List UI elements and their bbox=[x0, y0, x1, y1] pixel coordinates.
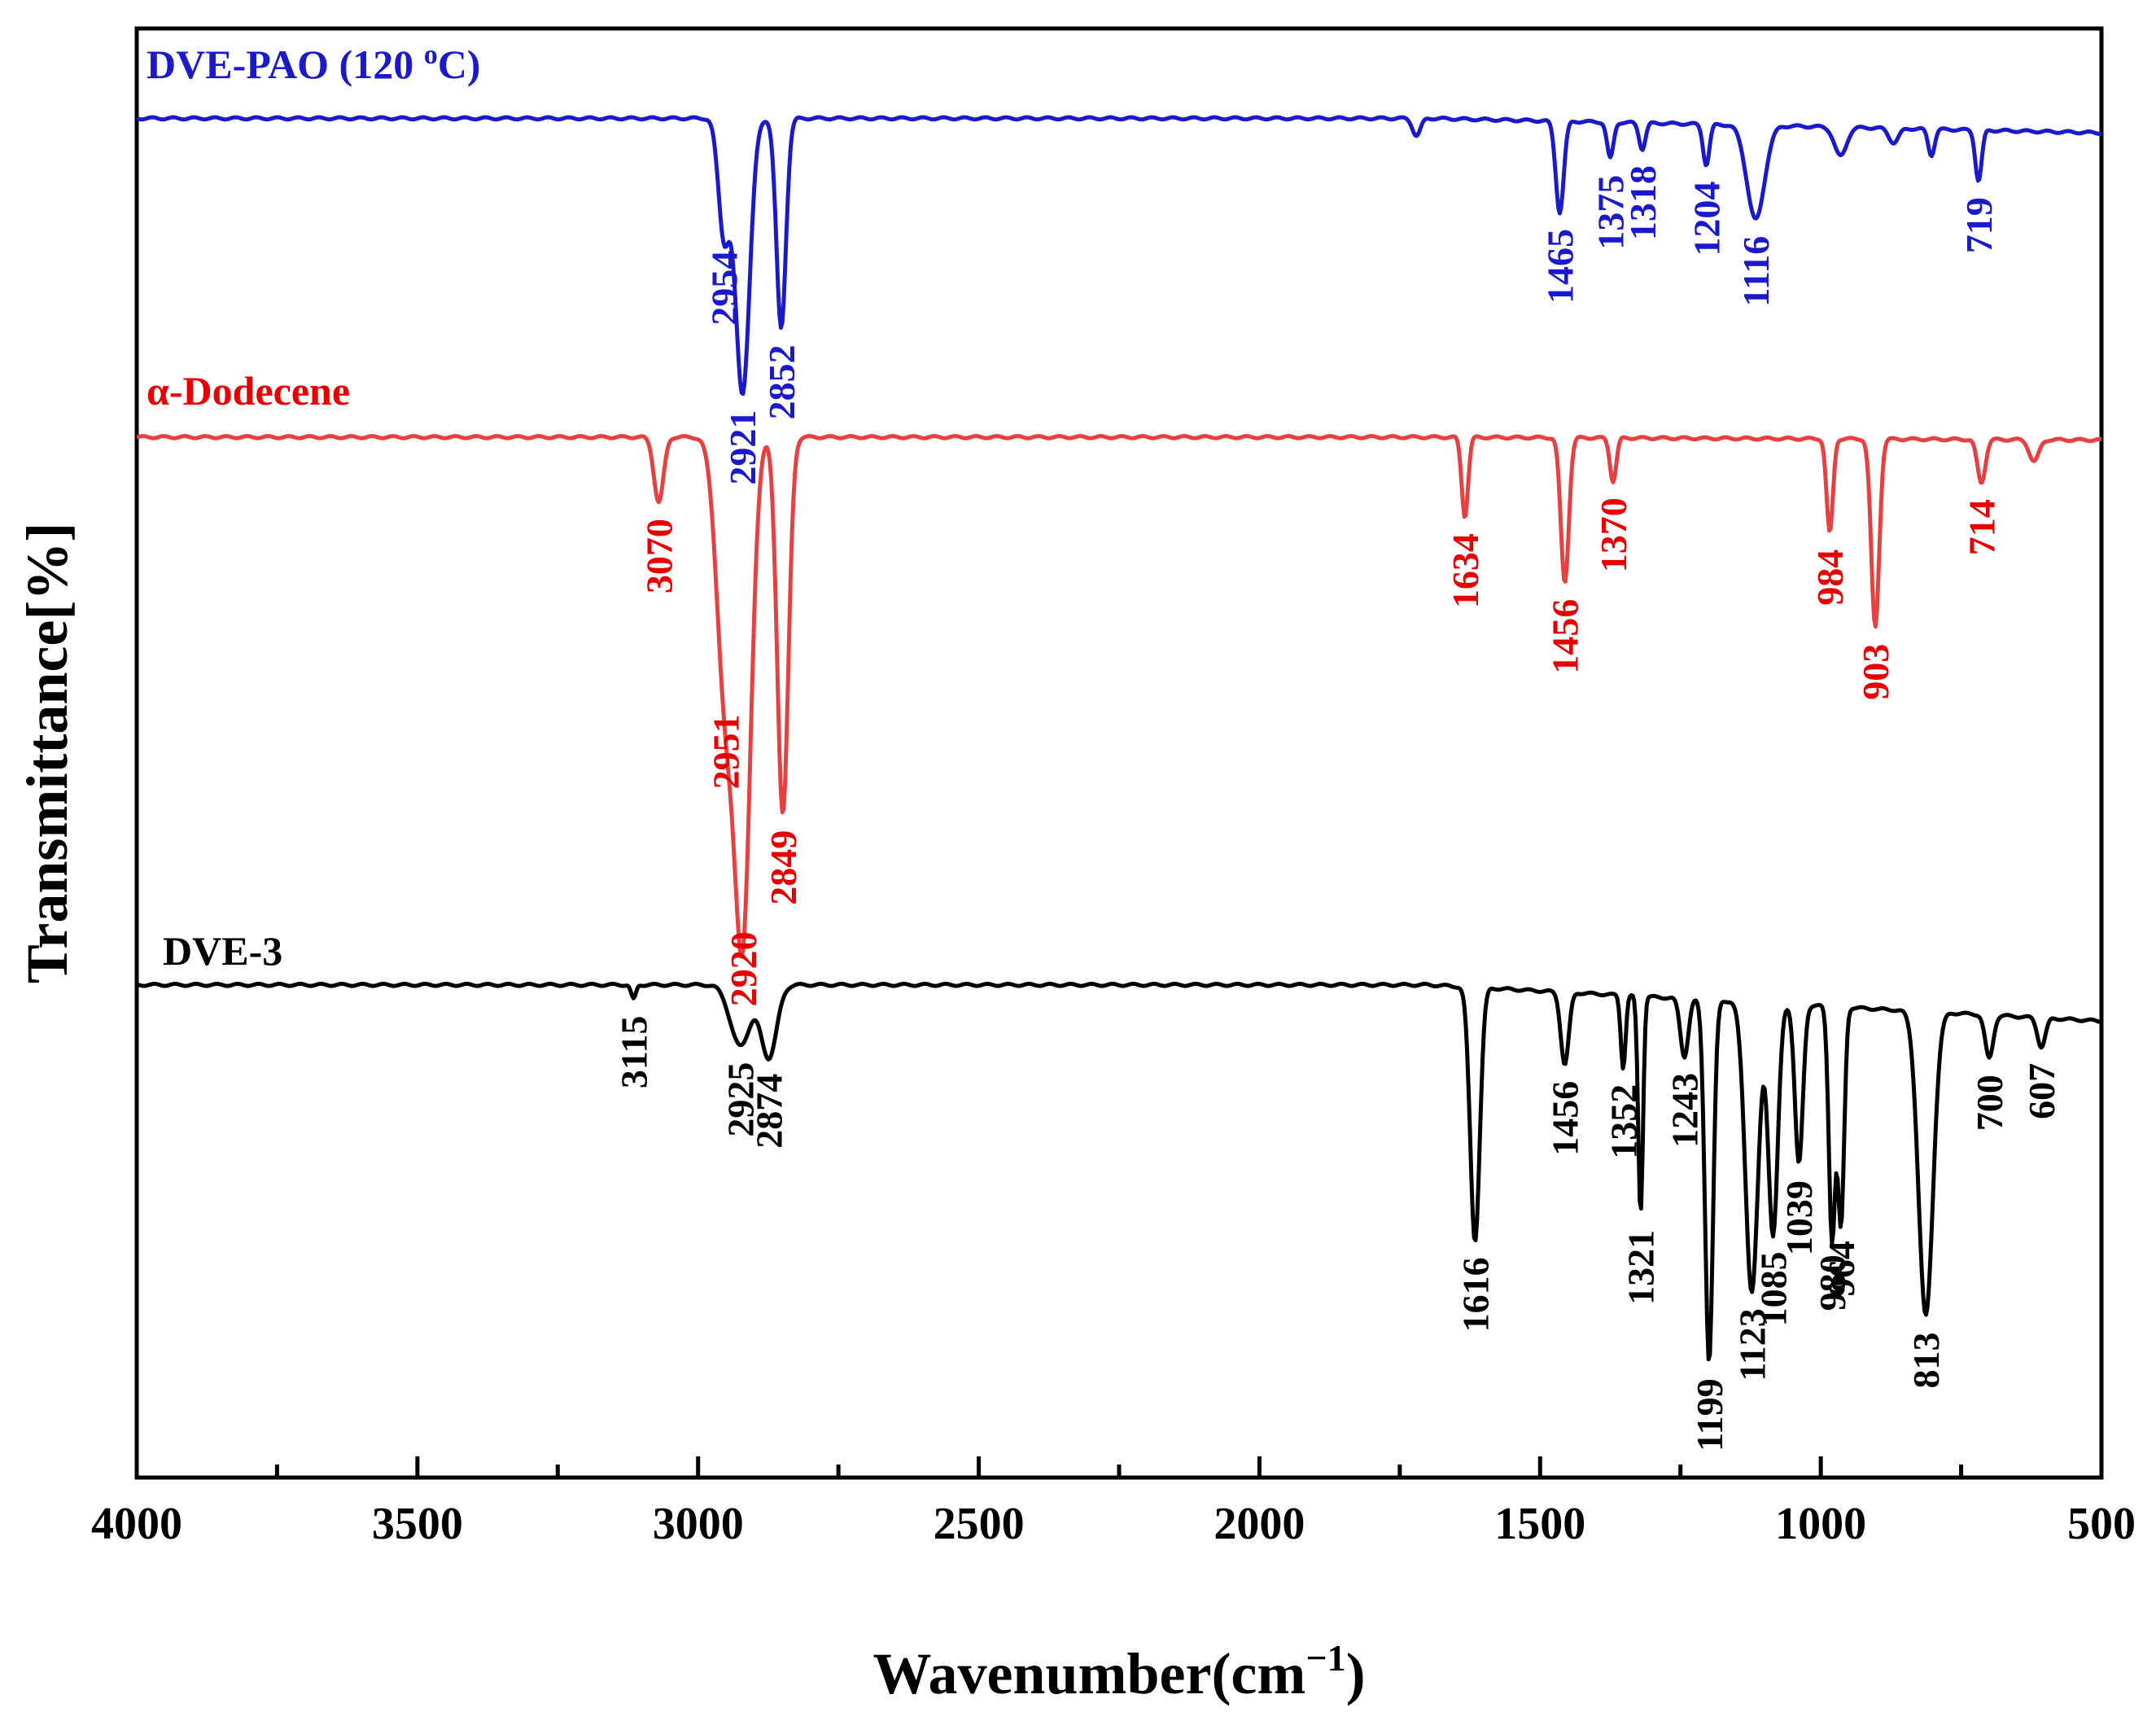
series-line-2 bbox=[136, 982, 2102, 1362]
peak-label: 2852 bbox=[761, 345, 802, 420]
peak-label: 2925 bbox=[719, 1062, 761, 1137]
x-axis-title-superscript: −1 bbox=[1305, 1637, 1345, 1679]
peak-label: 1039 bbox=[1778, 1180, 1820, 1255]
peak-label: 1616 bbox=[1454, 1257, 1496, 1332]
peak-label: 1465 bbox=[1539, 229, 1581, 304]
series-line-1 bbox=[136, 434, 2102, 959]
x-axis-title-main: Wavenumber(cm bbox=[872, 1641, 1305, 1706]
series-label-text: α-Dodecene bbox=[147, 368, 350, 414]
peak-label: 1375 bbox=[1590, 175, 1632, 250]
x-tick-label: 1000 bbox=[1775, 1499, 1866, 1549]
peak-label: 1243 bbox=[1664, 1073, 1706, 1148]
peak-label: 2920 bbox=[723, 931, 764, 1006]
peak-label: 1123 bbox=[1731, 1308, 1773, 1381]
peak-label: 1204 bbox=[1686, 182, 1727, 256]
peak-label: 1318 bbox=[1622, 165, 1664, 240]
peak-label: 964 bbox=[1821, 1241, 1862, 1297]
x-axis-title: Wavenumber(cm−1) bbox=[872, 1637, 1365, 1706]
series-lines bbox=[136, 115, 2102, 1362]
peak-label: 980 bbox=[1812, 1254, 1853, 1311]
series-labels: DVE-PAO (120 oC) α-Dodecene DVE-3 bbox=[147, 40, 480, 974]
x-tick-label: 500 bbox=[2067, 1499, 2136, 1549]
x-tick-label: 1500 bbox=[1494, 1499, 1585, 1549]
peak-label: 1116 bbox=[1735, 236, 1777, 307]
peak-label: 607 bbox=[2021, 1063, 2062, 1119]
plot-frame bbox=[134, 26, 2104, 1480]
x-axis-title-close: ) bbox=[1346, 1641, 1366, 1706]
y-axis-title: Transmittance[%] bbox=[15, 523, 80, 984]
peak-label: 1370 bbox=[1593, 497, 1634, 572]
series-label-1: α-Dodecene bbox=[147, 368, 350, 414]
peak-label: 2874 bbox=[749, 1074, 790, 1149]
peak-label: 714 bbox=[1961, 499, 2002, 555]
peak-label: 813 bbox=[1905, 1333, 1947, 1389]
x-axis-tick-labels: 4000 3500 3000 2500 2000 1500 1000 500 bbox=[91, 1499, 2136, 1549]
x-axis-ticks bbox=[134, 1456, 2104, 1478]
series-label-text: DVE-PAO (120 bbox=[147, 42, 424, 87]
peak-label: 2921 bbox=[722, 410, 763, 485]
series-label-0: DVE-PAO (120 oC) bbox=[147, 40, 480, 87]
peak-label: 2849 bbox=[763, 830, 804, 905]
peak-label: 700 bbox=[1969, 1075, 2010, 1131]
peak-label: 903 bbox=[1855, 644, 1896, 700]
series-line-0 bbox=[136, 115, 2102, 396]
peak-label: 2951 bbox=[706, 714, 747, 789]
peak-label: 1456 bbox=[1545, 599, 1586, 674]
peak-label: 3115 bbox=[613, 1016, 654, 1088]
x-tick-label: 3500 bbox=[372, 1499, 463, 1549]
peak-label: 3070 bbox=[638, 519, 680, 593]
plot-border bbox=[134, 26, 2104, 1480]
series-label-superscript: o bbox=[424, 40, 438, 70]
peak-label: 1199 bbox=[1689, 1378, 1730, 1451]
series-label-text: DVE-3 bbox=[163, 928, 282, 974]
peak-label: 1456 bbox=[1545, 1081, 1586, 1156]
x-tick-label: 4000 bbox=[91, 1499, 182, 1549]
x-tick-label: 2500 bbox=[934, 1499, 1025, 1549]
peak-label: 1321 bbox=[1620, 1230, 1662, 1305]
x-tick-label: 3000 bbox=[653, 1499, 744, 1549]
x-tick-label: 2000 bbox=[1214, 1499, 1305, 1549]
series-label-tail: C) bbox=[438, 42, 481, 87]
peak-label: 2954 bbox=[703, 251, 745, 326]
peak-label: 719 bbox=[1958, 197, 2000, 253]
peak-label: 1634 bbox=[1445, 533, 1486, 608]
series-label-2: DVE-3 bbox=[163, 928, 282, 974]
peak-label: 1085 bbox=[1753, 1251, 1795, 1326]
peak-label: 1352 bbox=[1603, 1084, 1644, 1159]
peak-label: 984 bbox=[1809, 550, 1851, 606]
